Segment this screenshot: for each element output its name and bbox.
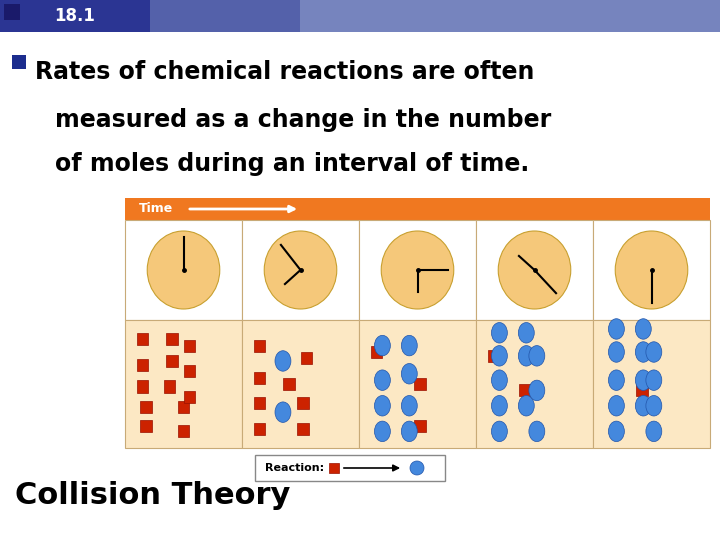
Text: of moles during an interval of time.: of moles during an interval of time. xyxy=(55,152,529,176)
Text: measured as a change in the number: measured as a change in the number xyxy=(55,108,552,132)
Ellipse shape xyxy=(608,421,624,442)
Ellipse shape xyxy=(275,350,291,371)
Ellipse shape xyxy=(518,346,534,366)
Bar xyxy=(253,372,266,384)
Bar xyxy=(242,320,359,448)
Bar xyxy=(137,333,148,345)
Bar xyxy=(253,397,266,409)
Ellipse shape xyxy=(635,370,652,390)
Bar xyxy=(359,320,476,448)
Bar xyxy=(297,423,309,435)
Bar xyxy=(636,384,648,396)
Bar xyxy=(140,401,152,413)
Bar xyxy=(300,352,312,365)
Bar xyxy=(137,381,148,393)
Ellipse shape xyxy=(635,342,652,362)
Ellipse shape xyxy=(492,346,508,366)
Bar xyxy=(150,0,720,32)
Bar xyxy=(178,401,189,413)
Ellipse shape xyxy=(374,370,390,390)
Ellipse shape xyxy=(646,370,662,390)
Bar xyxy=(137,359,148,371)
Bar xyxy=(125,198,710,220)
Bar xyxy=(0,0,720,32)
Bar xyxy=(371,346,382,358)
Ellipse shape xyxy=(492,395,508,416)
Bar xyxy=(253,340,266,352)
Bar xyxy=(253,423,266,435)
Ellipse shape xyxy=(608,342,624,362)
Bar xyxy=(125,220,242,320)
Ellipse shape xyxy=(275,402,291,422)
Ellipse shape xyxy=(401,395,418,416)
Text: Collision Theory: Collision Theory xyxy=(15,481,290,510)
Ellipse shape xyxy=(615,231,688,309)
Ellipse shape xyxy=(147,231,220,309)
Bar xyxy=(140,420,152,433)
Bar xyxy=(487,350,500,362)
Ellipse shape xyxy=(635,395,652,416)
Bar xyxy=(414,378,426,390)
Ellipse shape xyxy=(492,322,508,343)
Ellipse shape xyxy=(529,421,545,442)
Ellipse shape xyxy=(518,395,534,416)
Bar xyxy=(593,220,710,320)
Ellipse shape xyxy=(374,335,390,356)
Ellipse shape xyxy=(529,346,545,366)
Circle shape xyxy=(410,461,424,475)
Text: Reaction:: Reaction: xyxy=(265,463,324,473)
Bar xyxy=(359,220,476,320)
Ellipse shape xyxy=(401,421,418,442)
Ellipse shape xyxy=(401,363,418,384)
Bar xyxy=(166,355,178,367)
Ellipse shape xyxy=(608,395,624,416)
Ellipse shape xyxy=(492,421,508,442)
Text: Rates of chemical reactions are often: Rates of chemical reactions are often xyxy=(35,60,534,84)
Ellipse shape xyxy=(529,380,545,401)
Ellipse shape xyxy=(518,322,534,343)
Ellipse shape xyxy=(608,319,624,339)
Bar xyxy=(476,320,593,448)
Bar xyxy=(178,426,189,437)
Ellipse shape xyxy=(374,421,390,442)
Ellipse shape xyxy=(635,319,652,339)
Bar xyxy=(519,384,531,396)
Ellipse shape xyxy=(374,395,390,416)
Bar xyxy=(184,365,195,377)
Ellipse shape xyxy=(646,342,662,362)
Bar xyxy=(125,320,242,448)
Ellipse shape xyxy=(498,231,571,309)
Bar xyxy=(593,320,710,448)
Text: 18.1: 18.1 xyxy=(55,7,96,25)
Bar xyxy=(163,381,175,393)
Text: Time: Time xyxy=(139,202,174,215)
Ellipse shape xyxy=(264,231,337,309)
Bar xyxy=(297,397,309,409)
Ellipse shape xyxy=(608,370,624,390)
Ellipse shape xyxy=(401,335,418,356)
Ellipse shape xyxy=(646,395,662,416)
Ellipse shape xyxy=(381,231,454,309)
Bar xyxy=(166,333,178,345)
Bar xyxy=(255,455,445,481)
Ellipse shape xyxy=(492,370,508,390)
Bar xyxy=(300,0,720,32)
Ellipse shape xyxy=(646,421,662,442)
Bar xyxy=(242,220,359,320)
Bar xyxy=(283,378,294,390)
Bar xyxy=(184,340,195,352)
Bar xyxy=(414,420,426,433)
Bar xyxy=(4,4,20,20)
Bar xyxy=(329,462,339,472)
Bar xyxy=(476,220,593,320)
Bar xyxy=(12,55,26,69)
Bar xyxy=(184,391,195,403)
